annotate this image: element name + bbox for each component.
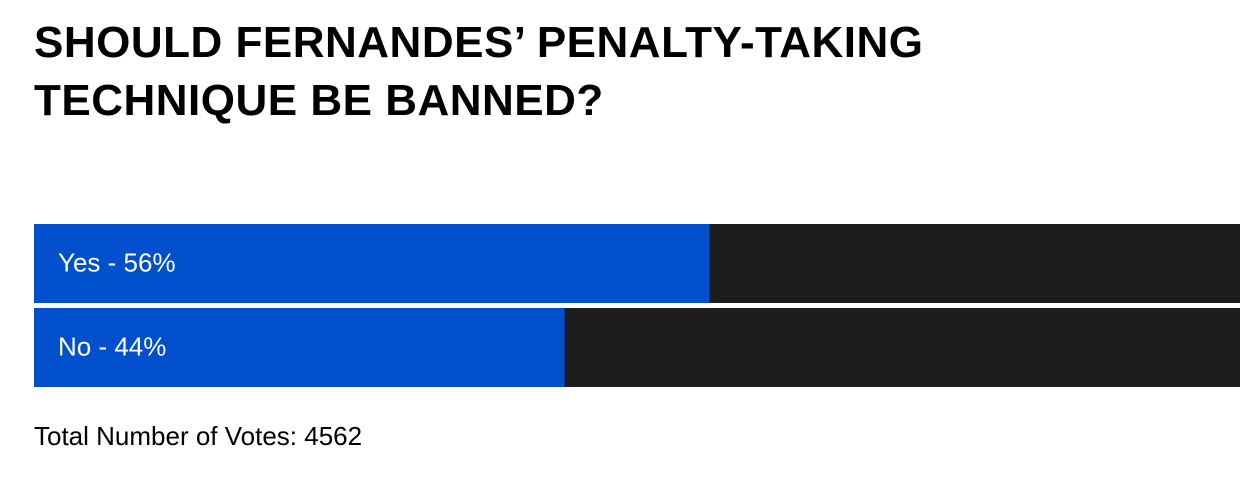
vote-total: Total Number of Votes: 4562 [34, 421, 362, 451]
poll-title: SHOULD FERNANDES’ PENALTY-TAKING TECHNIQ… [34, 18, 924, 125]
bar [34, 224, 710, 303]
option-label: No - 44% [58, 331, 166, 361]
bar [34, 308, 565, 387]
option-label: Yes - 56% [58, 247, 176, 277]
